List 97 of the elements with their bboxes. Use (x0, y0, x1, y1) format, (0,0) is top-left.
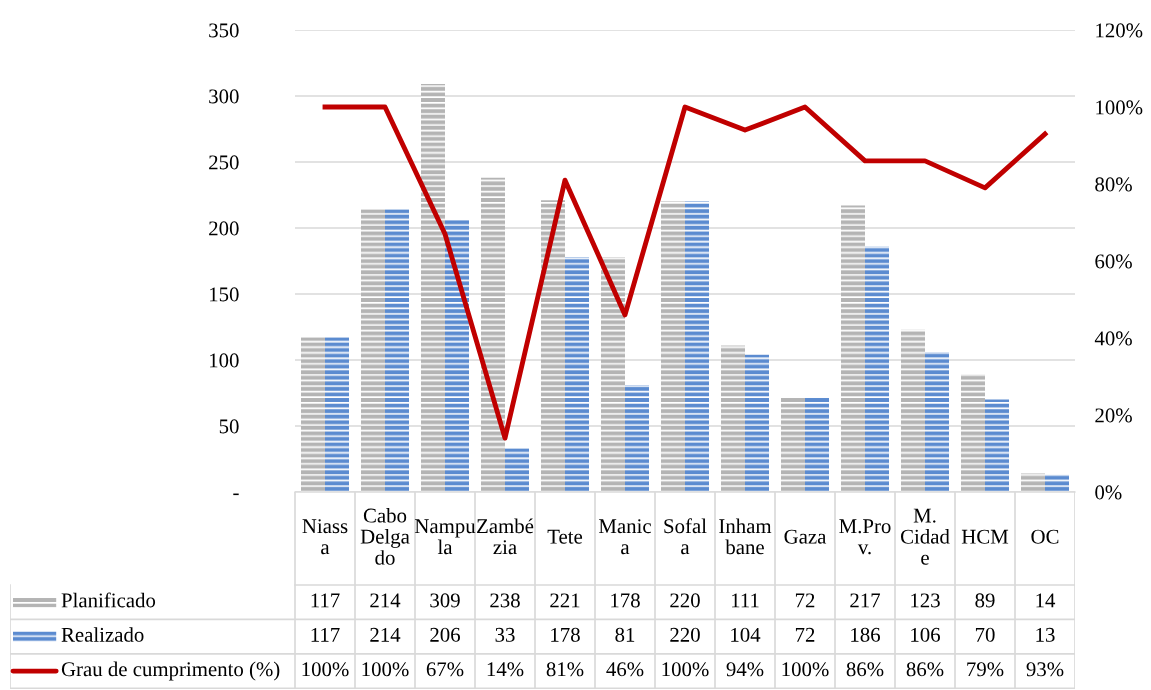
data-label: 220 (670, 627, 700, 642)
legend-label: Planificado (61, 592, 156, 608)
bar (325, 337, 349, 492)
y-tick-label: 150 (210, 287, 239, 302)
data-label: 72 (795, 593, 815, 608)
x-tick-label: Nampula (414, 519, 476, 555)
data-label: 33 (495, 627, 515, 642)
bar (781, 396, 805, 492)
bar (661, 201, 685, 492)
data-label: 178 (611, 593, 640, 608)
bar (865, 246, 889, 492)
x-tick-label: Sofala (664, 518, 707, 555)
data-label: 117 (311, 627, 340, 642)
y-tick-label: 250 (209, 155, 239, 170)
x-tick-label: Manica (598, 519, 651, 555)
data-label: 70 (975, 627, 995, 642)
legend-label: Grau de cumprimento (%) (61, 661, 280, 681)
data-label: 106 (911, 627, 940, 642)
data-label: 178 (551, 627, 580, 642)
bar (925, 352, 949, 492)
y-tick-label: 200 (209, 221, 239, 236)
bar (841, 205, 865, 492)
bar (565, 257, 589, 492)
x-tick-label: OC (1031, 529, 1059, 544)
y2-tick-label: 20% (1095, 408, 1132, 423)
bar (385, 209, 409, 492)
line-series (322, 104, 1048, 441)
y-tick-label: 50 (219, 419, 239, 434)
x-tick-label: Cabo Delgado (360, 507, 410, 565)
bar (961, 374, 985, 492)
data-label: 81 (615, 627, 635, 642)
data-label: 100% (782, 662, 829, 677)
y2-tick-label: 120% (1096, 23, 1143, 38)
x-tick-label: Gaza (784, 529, 827, 544)
data-label: 100% (362, 662, 409, 677)
data-label: 309 (430, 593, 460, 608)
y2-tick-label: 40% (1094, 331, 1132, 346)
data-label: 238 (490, 593, 520, 608)
data-label: 94% (726, 662, 764, 677)
y-tick-label: 300 (209, 89, 239, 104)
x-tick-label: Inhambane (719, 518, 772, 555)
y-tick-label: 100 (210, 353, 239, 368)
x-tick-label: M. Cidade (900, 508, 950, 565)
data-label: 79% (967, 662, 1004, 677)
bar (601, 257, 625, 492)
bar (445, 220, 469, 492)
data-label: 86% (906, 662, 944, 677)
bar (481, 177, 505, 492)
data-label: 14% (487, 662, 524, 677)
data-label: 214 (370, 593, 401, 608)
bar (625, 385, 649, 492)
data-label: 67% (426, 662, 464, 677)
data-label: 117 (311, 593, 340, 608)
bar (721, 345, 745, 492)
data-label: 221 (550, 593, 580, 608)
data-label: 86% (846, 662, 884, 677)
bar (421, 84, 445, 492)
data-label: 46% (606, 662, 644, 677)
data-label: 14 (1036, 593, 1056, 608)
data-label: 81% (546, 662, 584, 677)
data-label: 72 (795, 627, 815, 642)
data-label: 220 (670, 593, 700, 608)
y2-tick-label: 100% (1096, 100, 1143, 115)
x-tick-label: M.Prov. (839, 519, 891, 555)
y2-tick-label: 0% (1095, 485, 1122, 500)
data-label: 123 (911, 593, 940, 608)
bar (985, 399, 1009, 492)
bar (301, 337, 325, 492)
bar (505, 448, 529, 492)
data-label: 100% (662, 662, 709, 677)
data-label: 93% (1026, 662, 1064, 677)
x-tick-label: Zambézia (477, 518, 534, 555)
data-label: 104 (731, 627, 761, 642)
data-label: 13 (1036, 627, 1055, 642)
bar (745, 354, 769, 492)
data-label: 206 (430, 627, 460, 642)
y-tick-label: - (233, 493, 239, 496)
y-tick-label: 350 (209, 23, 239, 38)
y2-tick-label: 60% (1095, 254, 1132, 269)
bar (1021, 473, 1045, 492)
x-tick-label: Tete (547, 529, 583, 544)
legend-label: Realizado (61, 627, 144, 642)
bar (901, 329, 925, 492)
bar (361, 209, 385, 492)
bar (1045, 474, 1069, 492)
data-label: 111 (731, 593, 759, 608)
y2-tick-label: 80% (1095, 177, 1132, 192)
bar (541, 200, 565, 492)
bar (685, 201, 709, 492)
x-tick-label: HCM (961, 529, 1009, 544)
x-tick-label: Niassa (302, 519, 348, 555)
bar (805, 396, 829, 492)
data-label: 214 (370, 627, 401, 642)
data-label: 217 (850, 593, 881, 608)
data-label: 100% (302, 662, 349, 677)
data-label: 89 (975, 593, 995, 608)
data-label: 186 (851, 627, 880, 642)
